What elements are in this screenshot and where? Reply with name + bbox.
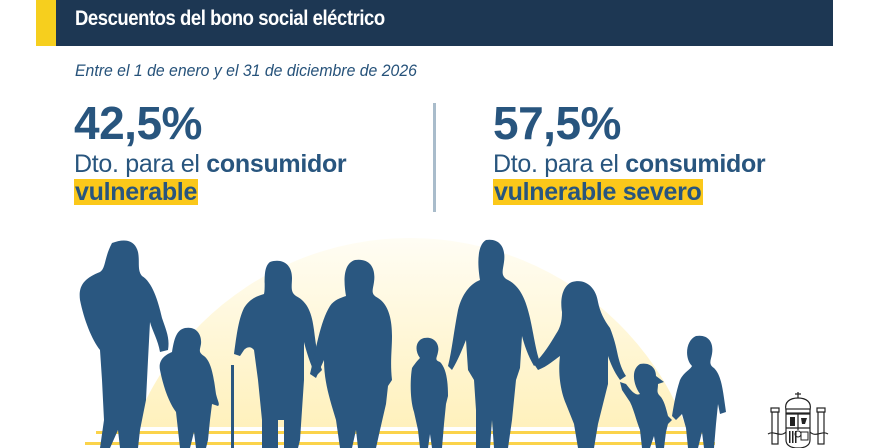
- discount-label-bold: consumidor: [625, 150, 766, 178]
- header-accent-bar: [36, 0, 56, 46]
- discount-label: Dto. para el consumidor: [74, 150, 347, 179]
- date-range-subtitle: Entre el 1 de enero y el 31 de diciembre…: [75, 61, 417, 80]
- discount-value: 42,5%: [74, 97, 202, 149]
- consumer-type-highlight: vulnerable severo: [493, 178, 703, 206]
- family-silhouettes-sunset-icon: [79, 238, 726, 448]
- discount-value: 57,5%: [493, 97, 621, 149]
- discount-label-prefix: Dto. para el: [74, 150, 207, 178]
- discount-label: Dto. para el consumidor: [493, 150, 766, 179]
- page-title: Descuentos del bono social eléctrico: [75, 7, 385, 30]
- stat-vulnerable-severe: 57,5% Dto. para el consumidor vulnerable…: [493, 97, 766, 206]
- consumer-type-highlight: vulnerable: [74, 178, 199, 206]
- discount-label-bold: consumidor: [206, 150, 347, 178]
- stat-vulnerable: 42,5% Dto. para el consumidor vulnerable: [74, 97, 347, 206]
- spain-coat-of-arms-icon: [767, 392, 829, 448]
- discount-label-prefix: Dto. para el: [493, 150, 626, 178]
- header-bar: [56, 0, 833, 46]
- vertical-divider: [433, 103, 436, 212]
